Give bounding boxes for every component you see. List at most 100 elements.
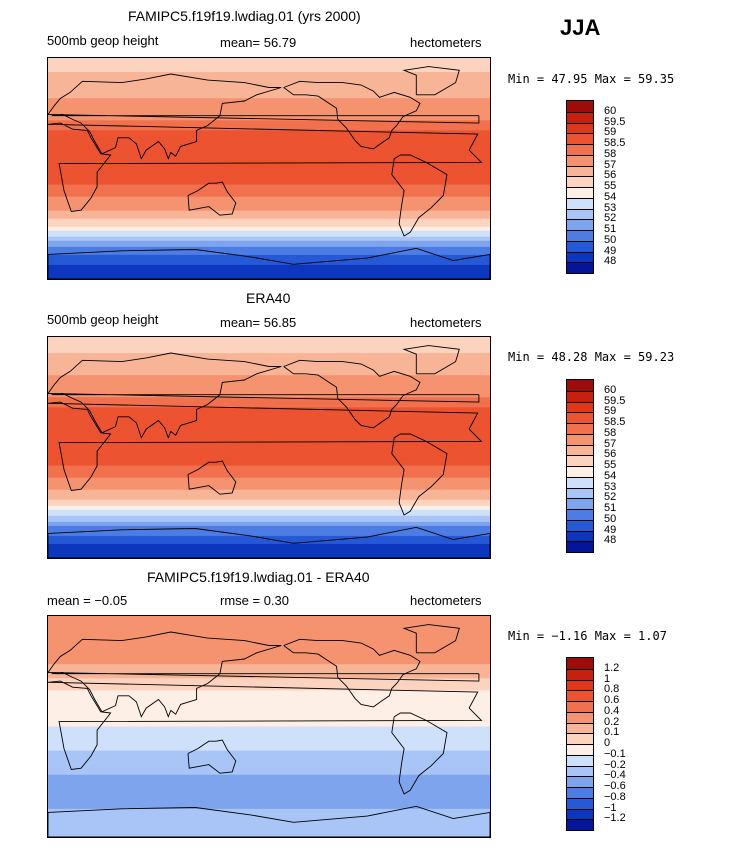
- contour-band: [48, 694, 490, 697]
- contour-band: [48, 347, 490, 350]
- contour-band: [48, 511, 490, 515]
- continent-outline: [402, 624, 460, 654]
- panel-3-map: [47, 615, 491, 838]
- panel-1-units-label: hectometers: [410, 35, 482, 50]
- contour-band: [48, 238, 490, 242]
- contour-band: [48, 481, 490, 485]
- contour-band: [48, 66, 490, 69]
- colorbar-swatch: [567, 165, 593, 177]
- contour-band: [48, 160, 490, 164]
- contour-band: [48, 383, 490, 386]
- continent-outline: [187, 460, 237, 495]
- contour-band: [48, 150, 490, 154]
- contour-band: [48, 208, 490, 212]
- contour-band: [48, 513, 490, 517]
- contour-band: [48, 268, 490, 272]
- contour-band: [48, 469, 490, 473]
- contour-band: [48, 419, 490, 422]
- contour-band: [48, 403, 490, 406]
- colorbar-swatch: [567, 111, 593, 123]
- contour-band: [48, 164, 490, 168]
- contour-band: [48, 820, 490, 824]
- contour-band: [48, 479, 490, 483]
- colorbar-swatch: [567, 519, 593, 531]
- contour-band: [48, 541, 490, 545]
- contour-band: [48, 740, 490, 744]
- continent-outline: [283, 80, 421, 150]
- panel-3-colorbar: [566, 657, 594, 831]
- colorbar-swatch: [567, 101, 593, 112]
- contour-band: [48, 706, 490, 710]
- colorbar-tick-label: 53: [604, 201, 617, 214]
- contour-band: [48, 718, 490, 722]
- contour-band: [48, 712, 490, 716]
- contour-band: [48, 373, 490, 376]
- continent-outline: [48, 401, 483, 491]
- colorbar-tick-label: 53: [604, 480, 617, 493]
- contour-band: [48, 770, 490, 774]
- contour-band: [48, 94, 490, 97]
- colorbar-swatch: [567, 466, 593, 477]
- contour-band: [48, 445, 490, 449]
- contour-band: [48, 457, 490, 461]
- continent-outline: [48, 352, 480, 439]
- contour-band: [48, 136, 490, 139]
- contour-band: [48, 180, 490, 184]
- contour-band: [48, 700, 490, 703]
- colorbar-swatch: [567, 433, 593, 445]
- contour-band: [48, 260, 490, 264]
- contour-band: [48, 425, 490, 429]
- panel-3-title: FAMIPC5.f19f19.lwdiag.01 - ERA40: [147, 569, 370, 585]
- contour-band: [48, 676, 490, 679]
- contour-band: [48, 720, 490, 724]
- contour-band: [48, 804, 490, 808]
- colorbar-swatch: [567, 219, 593, 230]
- contour-band: [48, 662, 490, 665]
- colorbar-tick-label: 52: [604, 212, 617, 225]
- contour-band: [48, 76, 490, 79]
- colorbar-tick-label: 1: [604, 672, 611, 685]
- contour-band: [48, 728, 490, 732]
- contour-band: [48, 82, 490, 85]
- contour-band: [48, 630, 490, 633]
- contour-band: [48, 650, 490, 653]
- contour-band: [48, 814, 490, 818]
- contour-band: [48, 423, 490, 426]
- panel-1-colorbar: [566, 100, 594, 274]
- contour-band: [48, 158, 490, 162]
- colorbar-tick-label: −0.4: [604, 769, 626, 782]
- contour-band: [48, 64, 490, 67]
- contour-band: [48, 60, 490, 63]
- continent-outline: [402, 345, 460, 375]
- contour-band: [48, 467, 490, 471]
- contour-band: [48, 798, 490, 802]
- contour-band: [48, 433, 490, 437]
- contour-band: [48, 792, 490, 796]
- season-label: JJA: [560, 15, 601, 40]
- colorbar-swatch: [567, 722, 593, 734]
- contour-band: [48, 698, 490, 701]
- contour-band: [48, 822, 490, 826]
- contour-band: [48, 744, 490, 748]
- contour-band: [48, 549, 490, 553]
- contour-band: [48, 638, 490, 641]
- contour-band: [48, 485, 490, 489]
- colorbar-tick-label: 50: [604, 512, 617, 525]
- contour-band: [48, 620, 490, 623]
- contour-band: [48, 126, 490, 129]
- colorbar-tick-label: −0.6: [604, 780, 626, 792]
- contour-band: [48, 732, 490, 736]
- contour-band: [48, 722, 490, 726]
- colorbar-swatch: [567, 251, 593, 263]
- colorbar-swatch: [567, 776, 593, 787]
- contour-band: [48, 413, 490, 416]
- contour-band: [48, 401, 490, 404]
- panel-1-minmax: Min = 47.95 Max = 59.35: [508, 72, 675, 86]
- colorbar-tick-label: 51: [604, 223, 617, 235]
- contour-band: [48, 483, 490, 487]
- contour-band: [48, 345, 490, 348]
- colorbar-swatch: [567, 808, 593, 820]
- contour-band: [48, 411, 490, 414]
- continent-outline: [283, 638, 421, 708]
- colorbar-tick-label: 49: [604, 523, 617, 536]
